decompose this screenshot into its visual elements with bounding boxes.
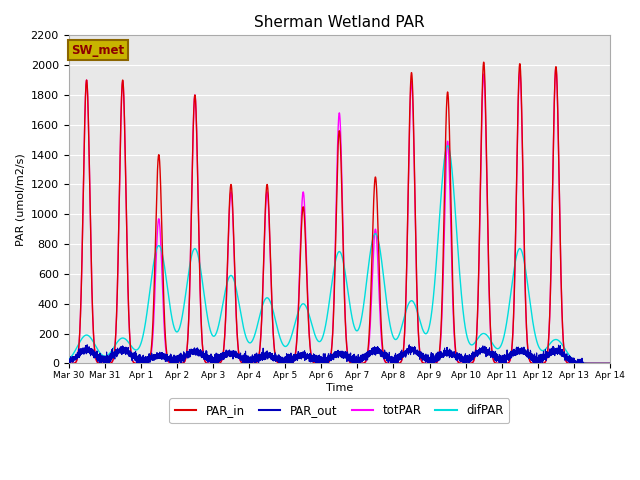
Title: Sherman Wetland PAR: Sherman Wetland PAR [254, 15, 424, 30]
Y-axis label: PAR (umol/m2/s): PAR (umol/m2/s) [15, 153, 25, 246]
X-axis label: Time: Time [326, 383, 353, 393]
Text: SW_met: SW_met [71, 44, 124, 57]
Legend: PAR_in, PAR_out, totPAR, difPAR: PAR_in, PAR_out, totPAR, difPAR [169, 398, 509, 423]
